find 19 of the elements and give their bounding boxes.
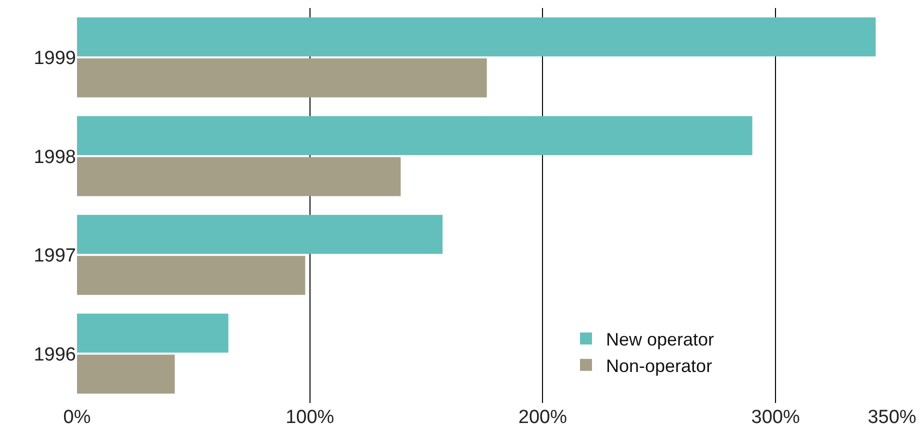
x-tick-label: 200% [518, 407, 568, 428]
x-tick-label: 0% [63, 407, 91, 428]
y-tick-label: 1996 [34, 344, 76, 366]
bar [77, 157, 401, 196]
y-tick-label: 1998 [34, 146, 76, 168]
legend-label: Non-operator [606, 356, 712, 376]
bar [77, 58, 487, 98]
legend-label: New operator [606, 329, 714, 350]
bar [77, 214, 443, 254]
y-tick-label: 1997 [34, 246, 76, 267]
bar [77, 256, 306, 295]
bar [77, 314, 228, 353]
y-tick-label: 1999 [34, 48, 76, 70]
x-tick-label: 300% [751, 407, 800, 428]
x-tick-label: 100% [286, 407, 334, 428]
bar [77, 354, 175, 394]
x-tick-label: 350% [868, 407, 916, 428]
bar [77, 17, 876, 56]
bar [77, 116, 752, 156]
